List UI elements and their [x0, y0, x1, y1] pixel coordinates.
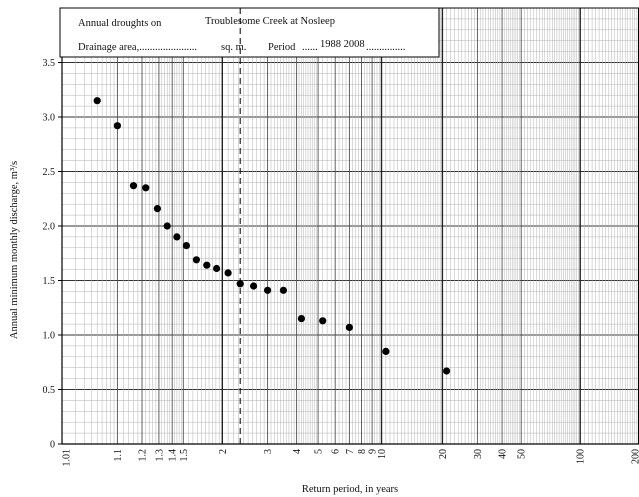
header-frame: [59, 7, 440, 58]
x-tick-label: 1.2: [138, 449, 149, 462]
data-point: [192, 256, 200, 264]
y-tick-label: 0: [50, 440, 55, 451]
data-point: [163, 222, 171, 230]
x-tick-label: 200: [631, 449, 639, 464]
data-point: [250, 282, 258, 290]
data-point: [203, 261, 211, 269]
x-tick-label: 9: [368, 449, 379, 454]
x-tick-label: 7: [345, 449, 356, 454]
header-box: Annual droughts on Troublesome Creek at …: [59, 7, 440, 58]
header-drainage-label: Drainage area,......................: [78, 42, 197, 53]
data-point: [224, 269, 232, 277]
y-tick-label: 1.0: [43, 331, 56, 342]
y-tick-label: 1.5: [43, 276, 56, 287]
x-tick-label: 1.4: [168, 449, 179, 462]
data-point: [173, 233, 181, 241]
data-points: [93, 97, 451, 375]
x-tick-label: 30: [473, 449, 484, 459]
x-tick-label: 3: [263, 449, 274, 454]
x-tick-label: 5: [314, 449, 325, 454]
y-tick-label: 2.5: [43, 167, 56, 178]
x-tick-label: 1.3: [154, 449, 165, 462]
x-tick-label: 10: [377, 449, 388, 459]
y-tick-label: 0.5: [43, 385, 56, 396]
data-point: [142, 184, 150, 192]
header-line1-label: Annual droughts on: [78, 18, 162, 29]
header-period-dots-left: ......: [302, 42, 318, 53]
x-tick-label: 6: [331, 449, 342, 454]
x-tick-label: 100: [576, 449, 587, 464]
header-period-label: Period: [268, 42, 296, 53]
data-point: [93, 97, 101, 105]
x-tick-label: 4: [292, 449, 303, 454]
y-tick-label: 3.0: [43, 113, 56, 124]
x-tick-label: 8: [357, 449, 368, 454]
y-tick-label: 3.5: [43, 58, 56, 69]
data-point: [129, 182, 138, 190]
data-point: [213, 264, 221, 273]
header-units: sq. m.: [221, 42, 246, 53]
x-tick-label: 40: [498, 449, 509, 459]
data-point: [345, 323, 353, 331]
y-tick-label: 2.0: [43, 222, 56, 233]
tick-labels: 00.51.01.52.02.53.03.51.01 1.1 1.2 1.3 1.4 1.…: [43, 58, 639, 467]
data-point: [382, 347, 390, 355]
y-axis-title: Annual minimum monthly discharge, m³/s: [9, 161, 20, 339]
data-point: [182, 242, 190, 250]
x-axis-title: Return period, in years: [302, 484, 398, 495]
x-tick-label: 1.1: [113, 449, 124, 462]
x-tick-label: 1.01: [62, 449, 73, 467]
data-point: [443, 367, 451, 375]
grid-layer: [62, 8, 639, 444]
data-point: [264, 286, 272, 294]
header-period-value: 1988 2008: [320, 39, 365, 50]
x-tick-label: 20: [438, 449, 449, 459]
x-tick-label: 1.5: [179, 449, 190, 462]
data-point: [236, 280, 244, 288]
x-tick-label: 2: [218, 449, 229, 454]
header-period-dots-right: ...............: [366, 42, 405, 53]
header-station: Troublesome Creek at Nosleep: [205, 16, 335, 27]
data-point: [153, 205, 161, 213]
data-point: [319, 317, 327, 325]
x-tick-label: 50: [517, 449, 528, 459]
data-point: [279, 286, 287, 294]
data-point: [297, 315, 305, 323]
data-point: [113, 122, 121, 130]
